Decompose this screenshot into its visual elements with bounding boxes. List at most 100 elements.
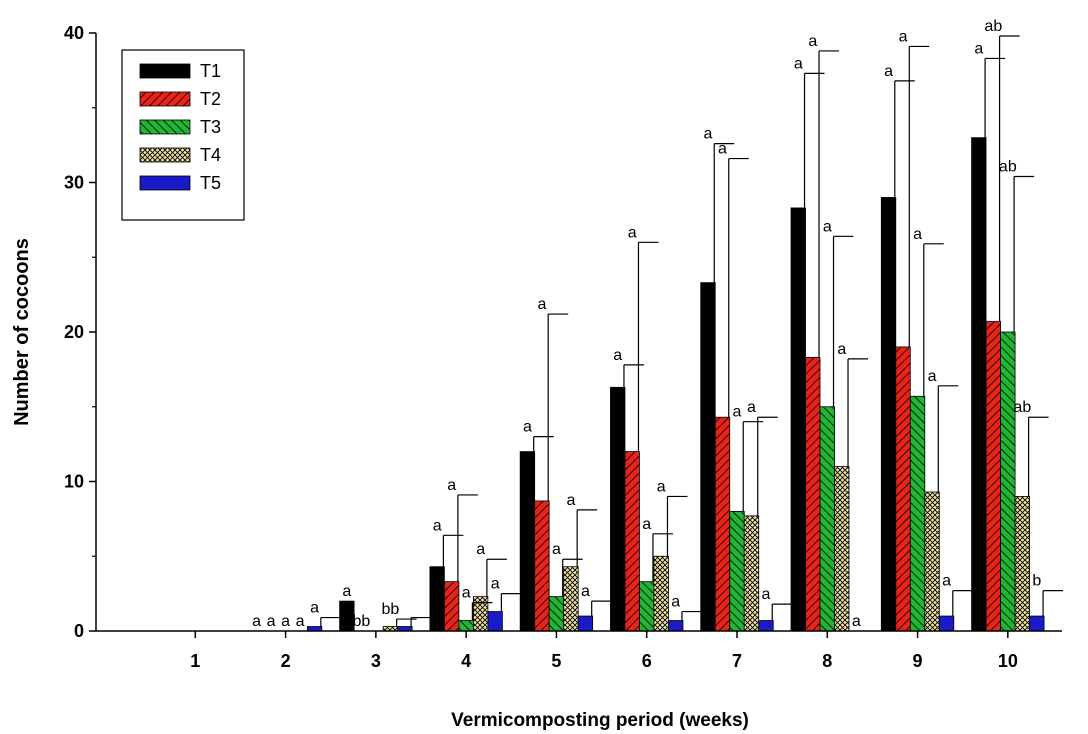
bar-t4-week-6: [653, 555, 669, 632]
sig-label-t3-week-8: a: [823, 218, 832, 235]
bar-t3-week-9: [909, 395, 926, 632]
error-bar-t3-week-7: [742, 421, 764, 512]
error-bar-t1-week-4: [442, 534, 464, 567]
x-tick-label-1: 1: [190, 651, 200, 671]
bar-t3-week-8: [819, 406, 835, 632]
error-bar-t2-week-10: [998, 35, 1020, 322]
sig-label-t2-week-7: a: [718, 141, 727, 158]
error-bar-t3-week-9: [923, 243, 944, 397]
sig-label-t1-week-4: a: [433, 517, 442, 534]
error-bar-t3-week-8: [832, 235, 854, 407]
error-bar-t4-week-6: [666, 495, 688, 557]
error-bar-t4-week-8: [847, 358, 869, 467]
sig-label-t1-week-10: a: [974, 40, 983, 57]
error-bar-t5-week-10: [1042, 590, 1064, 617]
sig-label-t2-week-9: a: [899, 28, 908, 45]
error-bar-t5-week-4: [500, 593, 522, 612]
error-bar-t1-week-9: [894, 80, 915, 198]
sig-label-t3-week-7: a: [733, 404, 742, 421]
sig-label-t1-week-8: a: [794, 55, 803, 72]
bar-t4-week-5: [563, 566, 579, 632]
x-tick-label-9: 9: [913, 651, 923, 671]
legend-swatch-t5: [139, 175, 191, 191]
bar-t3-week-10: [1000, 331, 1016, 632]
sig-label-t5-week-10: b: [1032, 573, 1041, 590]
sig-label-t4-week-3: bb: [381, 601, 399, 618]
legend-label-t5: T5: [200, 173, 221, 193]
sig-label-t5-week-7: a: [762, 586, 771, 603]
bar-t1-week-9: [880, 197, 897, 632]
bar-t1-week-5: [519, 451, 536, 632]
legend-label-t2: T2: [200, 89, 221, 109]
x-tick-label-3: 3: [371, 651, 381, 671]
y-tick-label-30: 30: [64, 173, 84, 193]
sig-label-t1-week-5: a: [523, 419, 532, 436]
axes-layer: 0 10 20 30 40 1 2 3 4 5 6 7 8 9 10: [64, 23, 1062, 671]
sig-label-t3-week-4: a: [462, 585, 471, 602]
sig-label-t4-week-10: ab: [1013, 399, 1031, 416]
bar-t4-week-4: [472, 596, 489, 632]
sig-label-t5-week-6: a: [671, 594, 680, 611]
bar-t3-week-7: [729, 510, 745, 632]
bar-t3-week-5: [548, 596, 565, 632]
sig-label-t1-week-7: a: [704, 126, 713, 143]
bar-t3-week-4: [458, 620, 474, 632]
y-tick-label-20: 20: [64, 322, 84, 342]
error-bar-t1-week-5: [533, 436, 554, 452]
error-bar-t1-week-6: [623, 364, 644, 388]
legend-swatch-t3: [139, 119, 191, 135]
sig-label-t1-week-2: a: [252, 613, 261, 630]
bar-t2-week-10: [985, 321, 1001, 632]
bar-t1-week-4: [429, 566, 445, 632]
bar-t2-week-4: [443, 581, 460, 632]
sig-label-t1-week-3: a: [342, 583, 351, 600]
x-tick-label-10: 10: [998, 651, 1018, 671]
x-tick-label-5: 5: [551, 651, 561, 671]
legend-label-t4: T4: [200, 145, 221, 165]
sig-label-t1-week-6: a: [613, 347, 622, 364]
bar-t5-week-4: [487, 611, 503, 632]
error-bar-t4-week-4: [486, 558, 507, 597]
error-bar-t1-week-8: [803, 72, 825, 208]
bar-t4-week-9: [924, 491, 940, 632]
error-bar-t5-week-6: [681, 610, 702, 621]
bar-t5-week-7: [758, 620, 774, 632]
error-bar-t2-week-7: [728, 157, 749, 418]
sig-label-t5-week-2: a: [310, 600, 319, 617]
sig-label-t2-week-5: a: [537, 296, 546, 313]
bar-t2-week-8: [805, 357, 821, 632]
bar-t2-week-6: [624, 451, 640, 632]
legend: T1 T2 T3 T4 T5: [121, 49, 245, 221]
error-bar-t1-week-7: [713, 143, 735, 283]
y-axis-title: Number of cocoons: [11, 238, 33, 426]
y-tick-label-40: 40: [64, 23, 84, 43]
bar-t1-week-6: [610, 386, 626, 632]
sig-label-t3-week-9: a: [913, 226, 922, 243]
sig-label-t2-week-2: a: [267, 613, 276, 630]
error-bar-t1-week-10: [984, 57, 1006, 138]
sig-label-t2-week-3: bb: [352, 613, 370, 630]
sig-label-t3-week-5: a: [552, 541, 561, 558]
sig-label-t4-week-2: a: [296, 613, 305, 630]
bar-t5-week-5: [577, 615, 594, 632]
bar-t4-week-8: [834, 466, 850, 632]
error-bar-t5-week-3: [410, 616, 432, 627]
legend-label-t1: T1: [200, 61, 221, 81]
error-bar-t2-week-9: [908, 45, 930, 347]
sig-label-t4-week-6: a: [657, 478, 666, 495]
error-bar-t4-week-9: [937, 385, 959, 492]
bar-t1-week-10: [971, 137, 987, 632]
legend-swatch-t2: [139, 91, 191, 107]
bar-t1-week-8: [790, 207, 806, 632]
error-bar-t5-week-5: [591, 600, 612, 617]
bar-t4-week-10: [1014, 496, 1030, 632]
error-bar-t4-week-7: [757, 416, 778, 516]
x-tick-label-6: 6: [642, 651, 652, 671]
error-bar-t3-week-10: [1013, 175, 1035, 332]
legend-swatch-t1: [139, 63, 191, 79]
sig-label-t5-week-8: a: [852, 613, 861, 630]
error-bar-t2-week-6: [637, 241, 659, 452]
sig-label-t5-week-5: a: [581, 583, 590, 600]
sig-label-t4-week-8: a: [837, 341, 846, 358]
bar-t2-week-5: [534, 500, 550, 632]
